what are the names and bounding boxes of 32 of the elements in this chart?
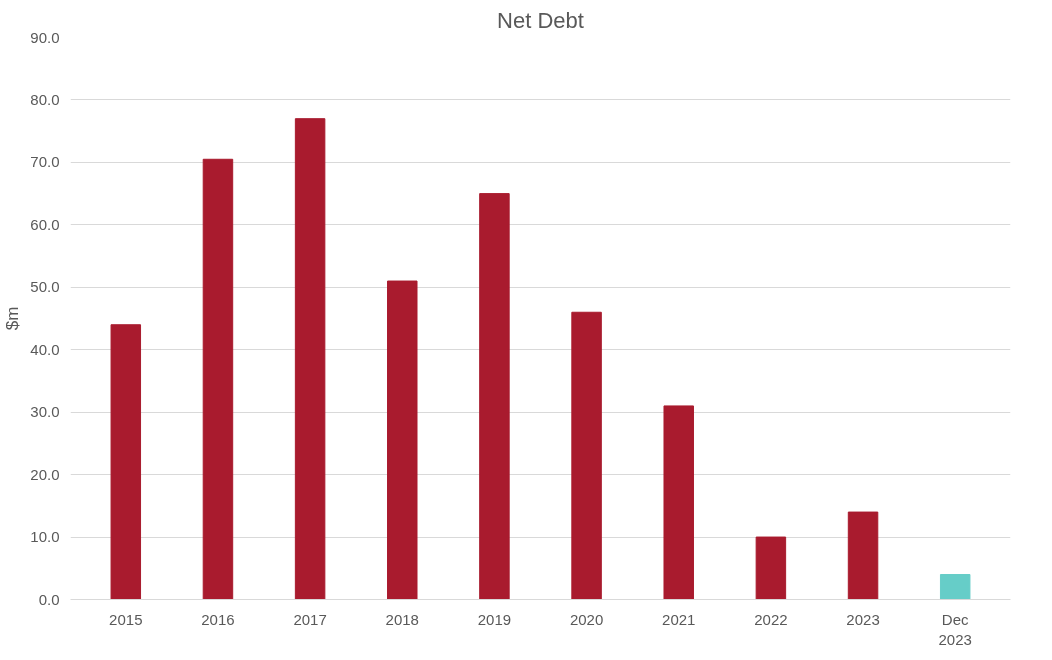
y-tick-label: 80.0 <box>30 90 60 108</box>
bar <box>755 536 787 600</box>
x-tick-label: 2015 <box>109 610 143 628</box>
y-tick-label: 30.0 <box>30 403 60 421</box>
y-tick-label: 10.0 <box>30 528 60 546</box>
y-axis-title: $m <box>3 306 23 331</box>
x-tick-label: Dec 2023 <box>938 610 972 648</box>
bar <box>479 193 510 600</box>
bar <box>939 574 971 600</box>
x-tick-label: 2021 <box>662 610 696 628</box>
bar <box>110 324 142 600</box>
x-tick-label: 2019 <box>477 610 512 628</box>
y-tick-label: 50.0 <box>30 278 60 296</box>
y-tick-label: 20.0 <box>30 465 60 483</box>
x-tick-label: 2023 <box>846 610 880 628</box>
bar <box>387 280 418 600</box>
x-tick-label: 2016 <box>201 610 235 628</box>
y-tick-label: 60.0 <box>30 215 60 233</box>
chart-title: Net Debt <box>497 7 584 33</box>
x-tick-label: 2017 <box>293 610 327 628</box>
x-tick-label: 2018 <box>385 610 419 628</box>
bar <box>663 405 694 600</box>
x-tick-label: 2020 <box>569 610 604 628</box>
y-tick-label: 0.0 <box>38 590 60 608</box>
bar <box>202 158 234 600</box>
y-tick-label: 40.0 <box>30 340 60 358</box>
bar <box>294 118 326 600</box>
y-tick-label: 70.0 <box>30 153 60 171</box>
bar <box>847 511 879 600</box>
x-tick-label: 2022 <box>754 610 788 628</box>
y-tick-label: 90.0 <box>30 28 60 46</box>
bar <box>571 311 602 600</box>
